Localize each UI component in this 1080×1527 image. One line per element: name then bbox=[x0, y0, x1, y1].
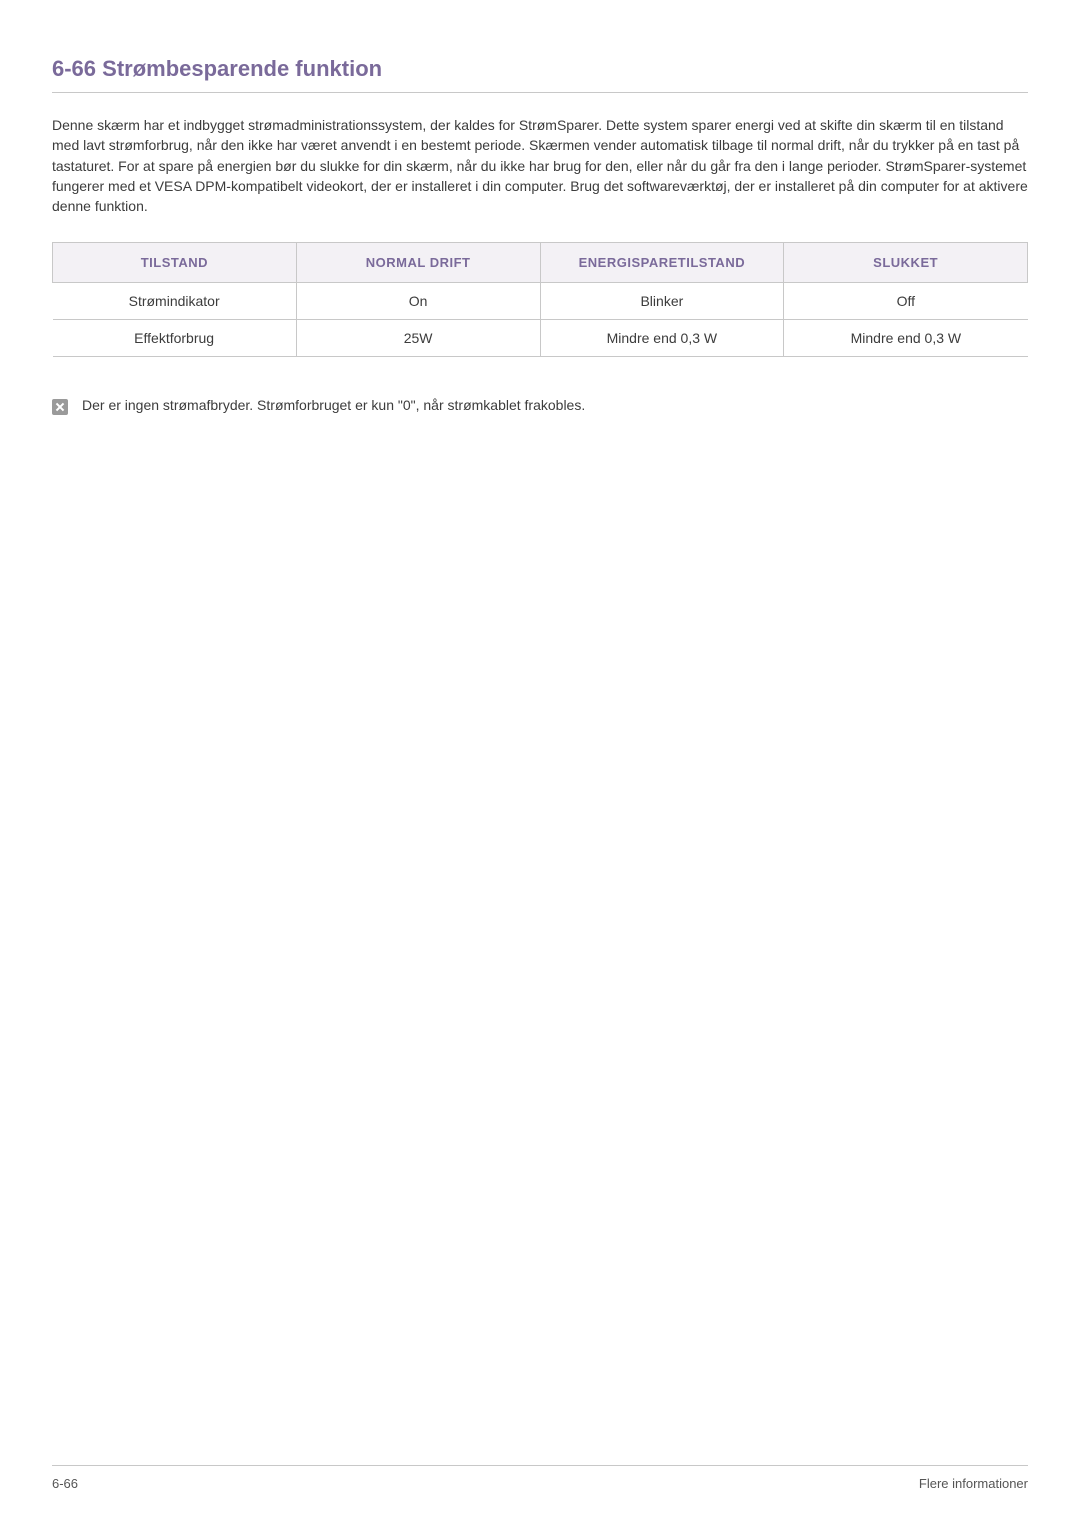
table-header-cell: SLUKKET bbox=[784, 243, 1028, 283]
table-header-cell: TILSTAND bbox=[53, 243, 297, 283]
page-footer: 6-66 Flere informationer bbox=[52, 1465, 1028, 1491]
table-row: Effektforbrug 25W Mindre end 0,3 W Mindr… bbox=[53, 320, 1028, 357]
table-row: Strømindikator On Blinker Off bbox=[53, 283, 1028, 320]
table-header-cell: NORMAL DRIFT bbox=[296, 243, 540, 283]
table-header-row: TILSTAND NORMAL DRIFT ENERGISPARETILSTAN… bbox=[53, 243, 1028, 283]
table-cell: Mindre end 0,3 W bbox=[540, 320, 784, 357]
power-states-table: TILSTAND NORMAL DRIFT ENERGISPARETILSTAN… bbox=[52, 242, 1028, 357]
footer-page-number: 6-66 bbox=[52, 1476, 78, 1491]
table-cell: 25W bbox=[296, 320, 540, 357]
intro-paragraph: Denne skærm har et indbygget strømadmini… bbox=[52, 115, 1028, 216]
note-row: Der er ingen strømafbryder. Strømforbrug… bbox=[52, 397, 1028, 415]
section-heading: 6-66 Strømbesparende funktion bbox=[52, 56, 1028, 93]
table-cell: Blinker bbox=[540, 283, 784, 320]
table-cell: Effektforbrug bbox=[53, 320, 297, 357]
note-text: Der er ingen strømafbryder. Strømforbrug… bbox=[82, 397, 585, 413]
footer-section-title: Flere informationer bbox=[919, 1476, 1028, 1491]
table-cell: On bbox=[296, 283, 540, 320]
table-header-cell: ENERGISPARETILSTAND bbox=[540, 243, 784, 283]
table-cell: Mindre end 0,3 W bbox=[784, 320, 1028, 357]
table-cell: Off bbox=[784, 283, 1028, 320]
note-icon bbox=[52, 399, 68, 415]
document-page: 6-66 Strømbesparende funktion Denne skær… bbox=[0, 0, 1080, 1527]
table-cell: Strømindikator bbox=[53, 283, 297, 320]
